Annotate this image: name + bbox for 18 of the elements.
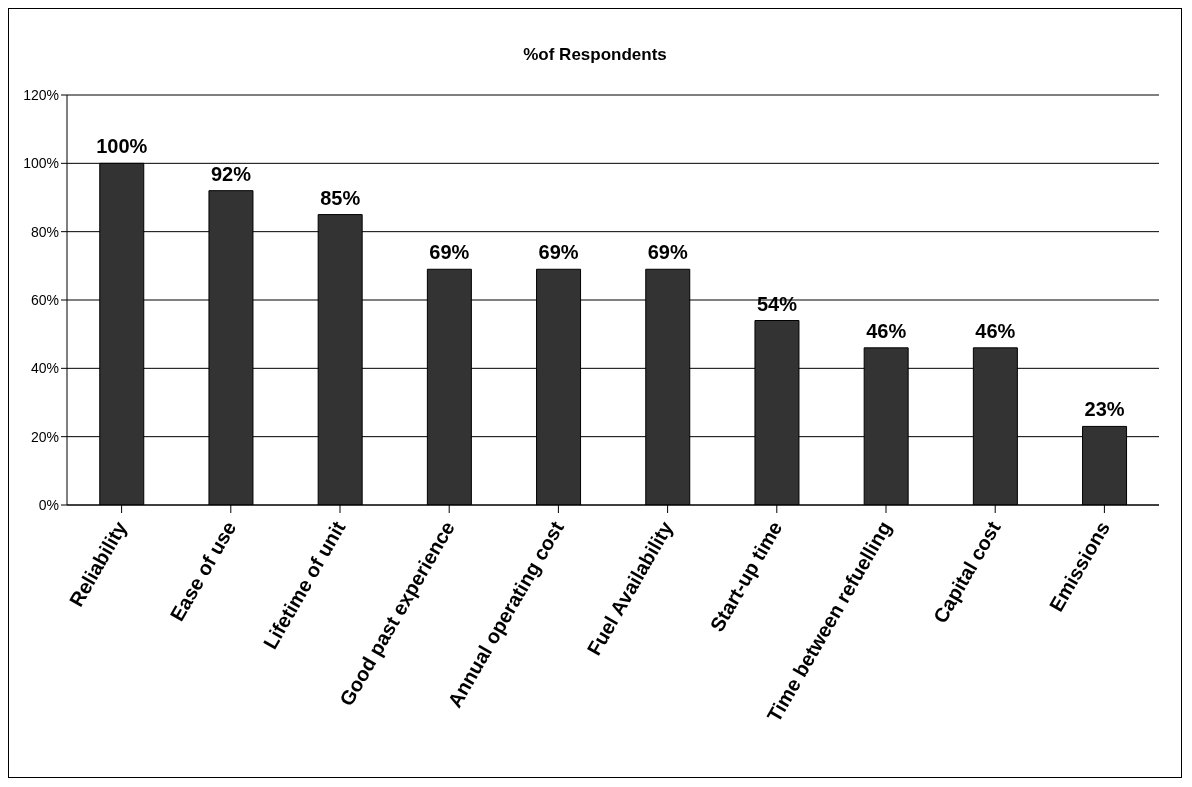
- y-tick-label: 20%: [30, 428, 59, 445]
- data-label: 46%: [866, 319, 907, 342]
- data-label: 92%: [210, 162, 252, 185]
- y-tick-label: 0%: [38, 496, 59, 513]
- chart-title: %of Respondents: [522, 44, 668, 66]
- data-label: 23%: [1084, 398, 1125, 421]
- data-label: 69%: [538, 241, 579, 264]
- data-label: 100%: [96, 135, 148, 158]
- y-tick-label: 60%: [30, 291, 59, 308]
- y-tick-label: 100%: [23, 155, 59, 172]
- y-tick-label: 120%: [23, 86, 59, 103]
- y-tick-label: 40%: [30, 360, 59, 377]
- data-label: 46%: [975, 319, 1016, 342]
- y-tick-label: 80%: [30, 223, 59, 240]
- data-label: 85%: [320, 186, 361, 209]
- data-label: 69%: [647, 241, 688, 264]
- data-label: 69%: [429, 241, 470, 264]
- data-label: 54%: [756, 292, 798, 315]
